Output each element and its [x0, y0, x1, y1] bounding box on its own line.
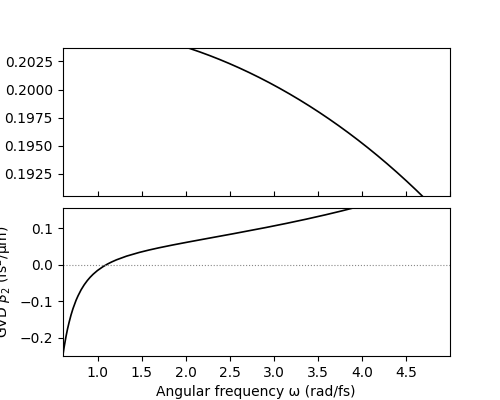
Y-axis label: GVD $\beta_2$ (fs$^2$/μm): GVD $\beta_2$ (fs$^2$/μm) [0, 226, 14, 338]
X-axis label: Angular frequency ω (rad/fs): Angular frequency ω (rad/fs) [156, 385, 356, 399]
